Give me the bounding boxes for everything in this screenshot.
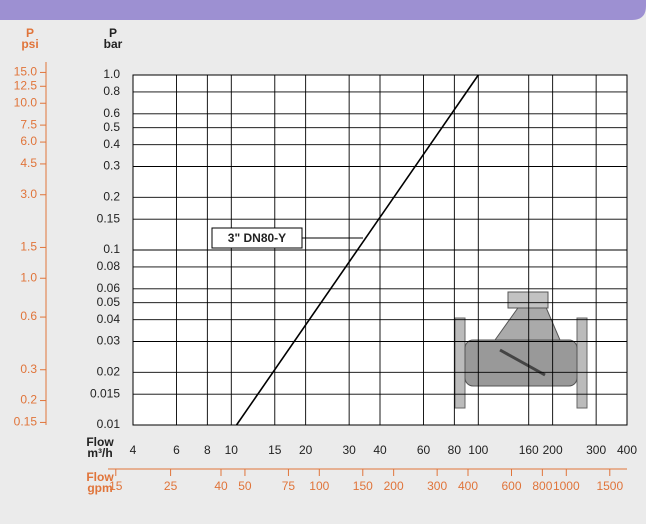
x-tick-label: 15 — [268, 443, 282, 457]
x-tick-label: 40 — [373, 443, 387, 457]
y-tick-label: 0.04 — [97, 312, 121, 326]
y-tick-label: 1.0 — [103, 67, 120, 81]
x2-tick-label: 25 — [164, 479, 178, 493]
y-tick-label: 0.4 — [103, 137, 120, 151]
y2-tick-label: 0.2 — [20, 393, 37, 407]
x-tick-label: 80 — [448, 443, 462, 457]
x-tick-label: 4 — [130, 443, 137, 457]
y-tick-label: 0.02 — [97, 364, 121, 378]
axis-label: Flow — [86, 470, 114, 484]
axis-label: P — [26, 26, 34, 40]
y-tick-label: 0.05 — [97, 295, 121, 309]
x2-tick-label: 100 — [309, 479, 329, 493]
y2-tick-label: 0.15 — [14, 415, 38, 429]
valve-illustration — [454, 291, 588, 409]
y2-tick-label: 15.0 — [14, 65, 38, 79]
y-tick-label: 0.08 — [97, 259, 121, 273]
y-tick-label: 0.03 — [97, 334, 121, 348]
y2-tick-label: 0.6 — [20, 309, 37, 323]
axis-label: m³/h — [87, 446, 112, 460]
y2-tick-label: 3.0 — [20, 187, 37, 201]
y-tick-label: 0.015 — [90, 386, 120, 400]
x2-tick-label: 150 — [353, 479, 373, 493]
y-tick-label: 0.1 — [103, 242, 120, 256]
x2-tick-label: 75 — [282, 479, 296, 493]
x2-tick-label: 50 — [238, 479, 252, 493]
banner — [0, 0, 646, 20]
series-label: 3" DN80-Y — [228, 231, 286, 245]
x2-tick-label: 15 — [109, 479, 123, 493]
label-box — [211, 227, 303, 249]
axis-label: P — [109, 26, 117, 40]
y2-tick-label: 7.5 — [20, 117, 37, 131]
x2-tick-label: 800 — [532, 479, 552, 493]
data-line — [235, 74, 479, 426]
y-tick-label: 0.3 — [103, 159, 120, 173]
y-tick-label: 0.06 — [97, 281, 121, 295]
x-tick-label: 300 — [586, 443, 606, 457]
x-tick-label: 8 — [204, 443, 211, 457]
x-tick-label: 100 — [468, 443, 488, 457]
x2-tick-label: 1500 — [596, 479, 623, 493]
y-tick-label: 0.01 — [97, 417, 121, 431]
x-tick-label: 6 — [173, 443, 180, 457]
axis-label: gpm — [87, 481, 112, 495]
y-tick-label: 0.2 — [103, 189, 120, 203]
y2-tick-label: 10.0 — [14, 95, 38, 109]
x-tick-label: 20 — [299, 443, 313, 457]
y-tick-label: 0.5 — [103, 120, 120, 134]
x-tick-label: 60 — [417, 443, 431, 457]
x2-tick-label: 600 — [501, 479, 521, 493]
y-tick-label: 0.15 — [97, 211, 121, 225]
y2-tick-label: 1.0 — [20, 270, 37, 284]
x2-tick-label: 40 — [214, 479, 228, 493]
y2-tick-label: 1.5 — [20, 240, 37, 254]
x2-tick-label: 400 — [458, 479, 478, 493]
x2-tick-label: 300 — [427, 479, 447, 493]
x-tick-label: 30 — [342, 443, 356, 457]
x2-tick-label: 1000 — [553, 479, 580, 493]
x-tick-label: 400 — [617, 443, 637, 457]
y2-tick-label: 0.3 — [20, 362, 37, 376]
x-tick-label: 10 — [225, 443, 239, 457]
x-tick-label: 160 — [519, 443, 539, 457]
y2-tick-label: 4.5 — [20, 156, 37, 170]
axis-label: psi — [21, 37, 38, 51]
x-tick-label: 200 — [543, 443, 563, 457]
axis-label: Flow — [86, 435, 114, 449]
x2-tick-label: 200 — [384, 479, 404, 493]
y2-tick-label: 6.0 — [20, 134, 37, 148]
y-tick-label: 0.8 — [103, 84, 120, 98]
y-tick-label: 0.6 — [103, 106, 120, 120]
y2-tick-label: 12.5 — [14, 78, 38, 92]
axis-label: bar — [104, 37, 123, 51]
